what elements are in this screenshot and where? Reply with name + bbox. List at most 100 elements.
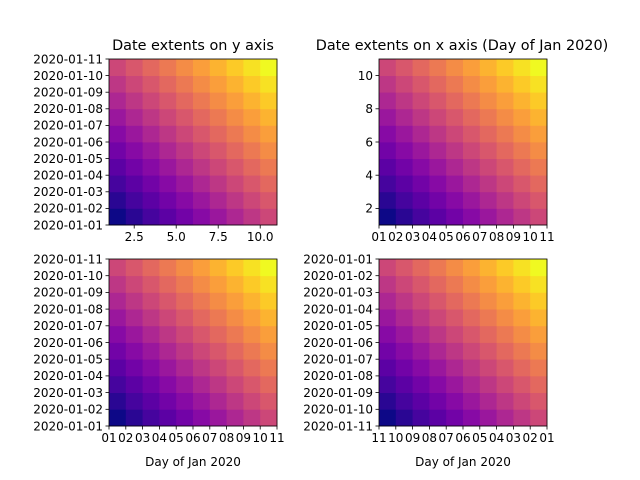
heatmap-cell [109, 158, 127, 176]
heatmap-cell [496, 92, 514, 110]
heatmap-cell [176, 125, 194, 143]
heatmap-cell [479, 59, 497, 76]
heatmap-cell [412, 191, 430, 209]
heatmap-cell [513, 92, 531, 110]
heatmap-cell [496, 191, 514, 209]
heatmap-cell [513, 191, 531, 209]
heatmap-cell [209, 208, 227, 226]
y-tick-label: 2020-01-01 [303, 252, 373, 266]
heatmap-cell [513, 175, 531, 193]
heatmap-cell [446, 142, 464, 159]
heatmap-cell [530, 125, 548, 143]
heatmap-cell [260, 292, 278, 310]
heatmap-cell [530, 59, 548, 76]
heatmap-cell [193, 208, 211, 226]
heatmap-cell [260, 75, 278, 93]
heatmap-cell [176, 309, 194, 327]
heatmap-cell [159, 409, 177, 427]
heatmap-cell [142, 191, 160, 209]
heatmap-cell [159, 259, 177, 277]
heatmap-cell [159, 108, 177, 126]
heatmap-cell [479, 175, 497, 193]
heatmap-cell [260, 392, 278, 410]
heatmap-cell [109, 191, 127, 209]
heatmap-cell [446, 259, 464, 277]
heatmap-cell [479, 125, 497, 143]
heatmap-cell [159, 325, 177, 343]
heatmap-cell [243, 409, 261, 427]
x-tick-label: 07 [439, 431, 454, 445]
heatmap-cell [142, 75, 160, 93]
heatmap-cell [513, 392, 531, 410]
heatmap-cell [395, 375, 413, 393]
heatmap-cell [159, 142, 177, 159]
x-tick-label: 10 [523, 230, 538, 244]
x-tick-label: 07 [472, 230, 487, 244]
heatmap-cell [109, 292, 127, 310]
heatmap-cell [176, 175, 194, 193]
heatmap-cell [176, 259, 194, 277]
y-tick-label: 2020-01-02 [33, 202, 103, 216]
heatmap-cell [395, 342, 413, 360]
y-tick-label: 2020-01-03 [303, 286, 373, 300]
heatmap-cell [193, 275, 211, 293]
x-tick-label: 01 [539, 431, 554, 445]
heatmap-cell [209, 275, 227, 293]
heatmap-cell [412, 108, 430, 126]
heatmap-cell [260, 275, 278, 293]
y-tick-label: 2020-01-10 [303, 403, 373, 417]
heatmap-cell [193, 325, 211, 343]
heatmap-cell [379, 392, 397, 410]
heatmap-cell [176, 59, 194, 76]
heatmap-cell [159, 75, 177, 93]
heatmap-cell [142, 125, 160, 143]
heatmap-cell [479, 259, 497, 277]
heatmap-cell [193, 158, 211, 176]
heatmap-cell [446, 75, 464, 93]
heatmap-cell [142, 392, 160, 410]
heatmap-cell [412, 325, 430, 343]
heatmap-cell [142, 292, 160, 310]
heatmap-cell [395, 108, 413, 126]
heatmap-cell [193, 292, 211, 310]
x-tick-label: 10 [388, 431, 403, 445]
heatmap-cell [479, 142, 497, 159]
heatmap-cell [479, 309, 497, 327]
heatmap-cell [395, 75, 413, 93]
heatmap-cell [243, 392, 261, 410]
y-tick-label: 2020-01-03 [33, 185, 103, 199]
heatmap-cell [530, 259, 548, 277]
heatmap-cell [530, 208, 548, 226]
heatmap-cell [142, 208, 160, 226]
heatmap-cell [226, 191, 244, 209]
y-tick-label: 2020-01-05 [33, 353, 103, 367]
heatmap-cell [176, 108, 194, 126]
heatmap-cell [395, 309, 413, 327]
heatmap-cell [226, 142, 244, 159]
heatmap-cell [226, 292, 244, 310]
heatmap-cell [226, 392, 244, 410]
x-tick-label: 2.5 [125, 230, 144, 244]
heatmap-cell [463, 59, 481, 76]
heatmap-cell [429, 275, 447, 293]
heatmap-cell [176, 75, 194, 93]
y-tick-label: 2020-01-05 [303, 319, 373, 333]
heatmap-cell [260, 92, 278, 110]
heatmap-cell [513, 59, 531, 76]
chart-title: Date extents on x axis (Day of Jan 2020) [316, 38, 608, 54]
heatmap-cell [496, 342, 514, 360]
heatmap-cell [412, 208, 430, 226]
y-tick-label: 2020-01-09 [33, 286, 103, 300]
chart-title: Date extents on y axis [112, 38, 274, 54]
x-tick-label: 05 [439, 230, 454, 244]
heatmap-cell [159, 309, 177, 327]
heatmap-cell [260, 375, 278, 393]
heatmap-cell [142, 108, 160, 126]
heatmap-cell [243, 108, 261, 126]
heatmap-cell [496, 292, 514, 310]
heatmap-cell [429, 375, 447, 393]
y-tick-label: 6 [365, 135, 373, 149]
x-tick-label: 10 [253, 431, 268, 445]
